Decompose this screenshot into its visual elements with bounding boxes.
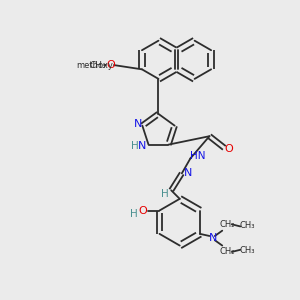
Text: CH₂: CH₂ <box>220 248 235 256</box>
Text: CH₃: CH₃ <box>90 61 106 70</box>
Text: N: N <box>134 118 142 128</box>
Text: N: N <box>208 233 217 243</box>
Text: N: N <box>184 168 192 178</box>
Text: O: O <box>224 144 233 154</box>
Text: O: O <box>138 206 147 215</box>
Text: HN: HN <box>190 152 206 161</box>
Text: CH₃: CH₃ <box>240 246 256 255</box>
Text: H: H <box>131 141 139 151</box>
Text: H: H <box>161 188 169 199</box>
Text: methoxy: methoxy <box>76 61 113 70</box>
Text: CH₂: CH₂ <box>220 220 235 229</box>
Text: H: H <box>130 209 138 219</box>
Text: CH₃: CH₃ <box>240 221 256 230</box>
Text: N: N <box>138 141 146 151</box>
Text: O: O <box>106 60 115 70</box>
